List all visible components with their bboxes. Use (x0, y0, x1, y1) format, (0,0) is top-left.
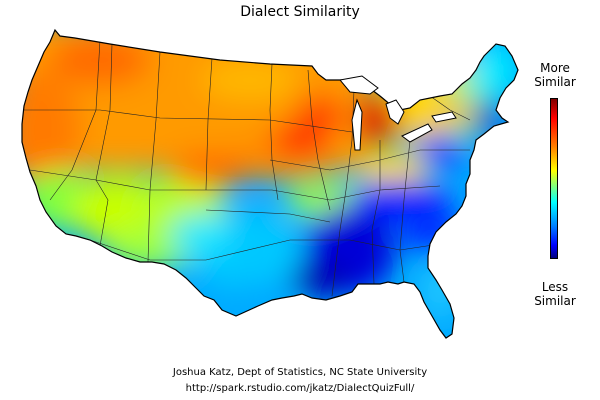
legend-top-label: More Similar (520, 61, 590, 89)
legend-top-line2: Similar (534, 75, 576, 89)
credit-author: Joshua Katz, Dept of Statistics, NC Stat… (172, 367, 428, 378)
map-title: Dialect Similarity (240, 4, 360, 20)
credit-url: http://spark.rstudio.com/jkatz/DialectQu… (185, 383, 415, 394)
legend-bottom-label: Less Similar (520, 280, 590, 308)
legend-top-line1: More (540, 61, 570, 75)
great-lakes (339, 75, 457, 151)
legend-color-bar (550, 98, 558, 259)
legend-bottom-line2: Similar (534, 294, 576, 308)
legend-bottom-line1: Less (541, 280, 569, 294)
